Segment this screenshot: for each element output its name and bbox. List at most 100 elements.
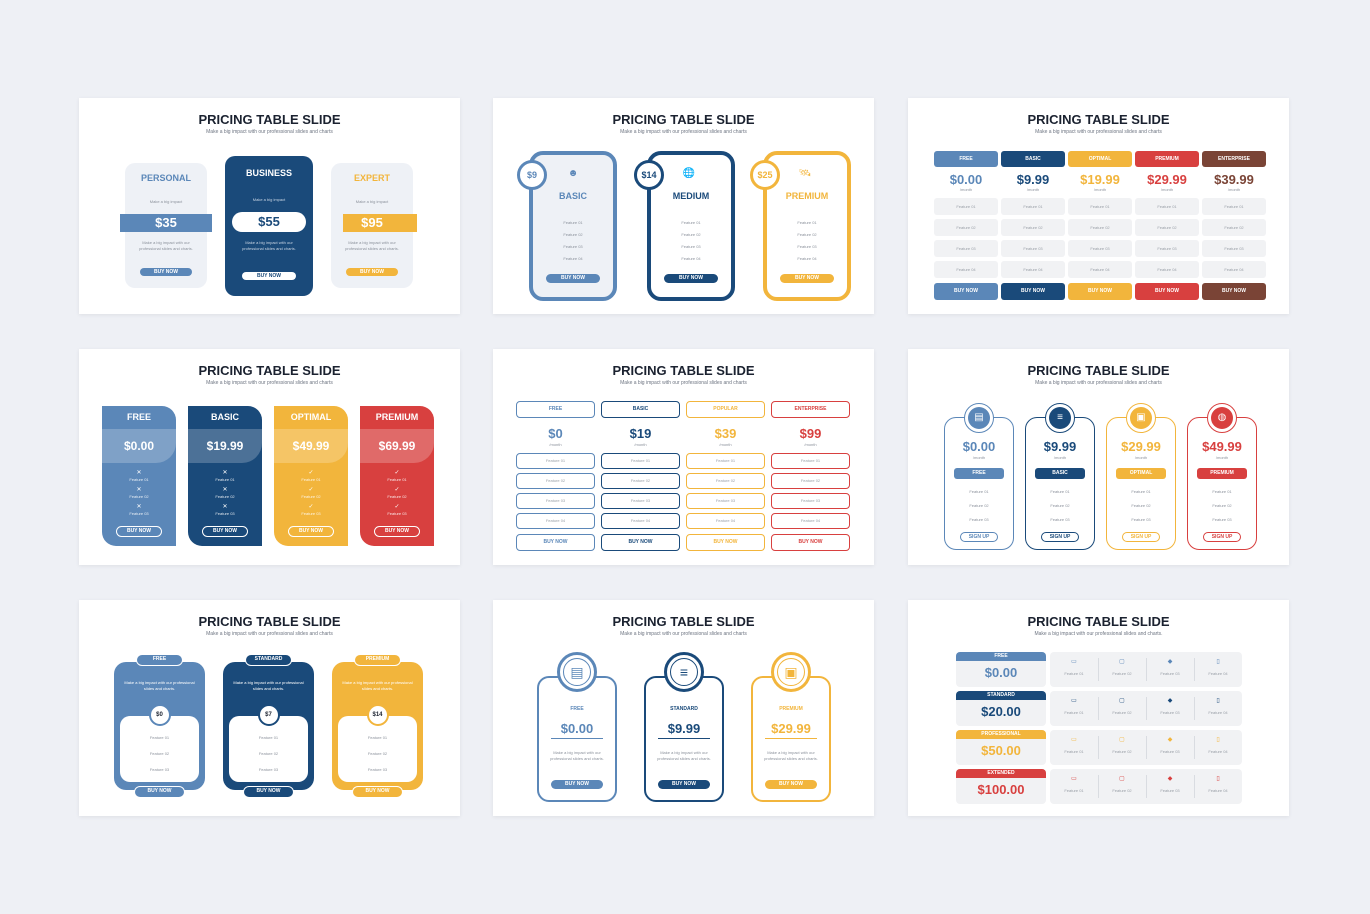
plan-header: BASIC	[601, 401, 680, 418]
monitor-icon: ▢	[1119, 659, 1125, 665]
buy-now-button[interactable]: BUY NOW	[1202, 283, 1266, 300]
buy-now-button[interactable]: BUY NOW	[516, 534, 595, 551]
plan-header: OPTIMAL	[1068, 151, 1132, 167]
buy-now-button[interactable]: BUY NOW	[134, 786, 185, 798]
feature-cell: Feature 02	[934, 219, 998, 236]
plan-price: $0.00	[949, 172, 983, 187]
sign-up-button[interactable]: SIGN UP	[960, 532, 998, 542]
buy-now-button[interactable]: BUY NOW	[664, 274, 718, 283]
slide-8[interactable]: PRICING TABLE SLIDE Make a big impact wi…	[493, 600, 874, 816]
buy-now-button[interactable]: BUY NOW	[288, 526, 334, 537]
plan-price: $19.99	[1080, 172, 1120, 187]
divider	[1098, 658, 1099, 681]
feature-item: Feature 03	[797, 244, 817, 249]
slide-5[interactable]: PRICING TABLE SLIDE Make a big impact wi…	[493, 349, 874, 565]
plan-period: /month	[634, 442, 647, 447]
plan-header: FREE	[516, 401, 595, 418]
gem-icon: ◆	[1167, 776, 1173, 782]
plan-price: $20.00	[981, 704, 1021, 719]
buy-now-button[interactable]: BUY NOW	[374, 526, 420, 537]
buy-now-button[interactable]: BUY NOW	[686, 534, 765, 551]
buy-now-button[interactable]: BUY NOW	[658, 780, 710, 789]
feature-item: Feature 03	[129, 511, 149, 516]
plan-price: $9.99	[1016, 172, 1050, 187]
feature-item: Feature 03	[1212, 517, 1232, 522]
buy-now-button[interactable]: BUY NOW	[601, 534, 680, 551]
plan-text: Make a big impact with our professional …	[345, 240, 399, 251]
plan-name: PREMIUM	[354, 654, 401, 666]
buy-now-button[interactable]: BUY NOW	[551, 780, 603, 789]
slide-7[interactable]: PRICING TABLE SLIDE Make a big impact wi…	[79, 600, 460, 816]
slide-subtitle: Make a big impact with our professional …	[1034, 631, 1163, 637]
sign-up-button[interactable]: SIGN UP	[1122, 532, 1160, 542]
plan-price: $29.99	[1147, 172, 1187, 187]
plan-text: Make a big impact with our professional …	[242, 240, 296, 251]
plan-price: $100.00	[977, 782, 1025, 797]
buy-now-button[interactable]: BUY NOW	[546, 274, 600, 283]
buy-now-button[interactable]: BUY NOW	[346, 268, 398, 276]
pricing-card	[102, 406, 176, 546]
monitor-icon: ▢	[1119, 698, 1125, 704]
plan-name: STANDARD	[670, 706, 698, 712]
slide-title: PRICING TABLE SLIDE	[612, 112, 755, 127]
buy-now-button[interactable]: BUY NOW	[1001, 283, 1065, 300]
plan-header: FREE	[934, 151, 998, 167]
user-icon: ☻	[567, 167, 579, 179]
slide-9[interactable]: PRICING TABLE SLIDE Make a big impact wi…	[908, 600, 1289, 816]
feature-cell: Feature 04	[686, 513, 765, 529]
file-icon: ▭	[1071, 776, 1077, 782]
buy-now-button[interactable]: BUY NOW	[1068, 283, 1132, 300]
buy-now-button[interactable]: BUY NOW	[765, 780, 817, 789]
slide-6[interactable]: PRICING TABLE SLIDE Make a big impact wi…	[908, 349, 1289, 565]
plan-text: Make a big impact with our professional …	[764, 750, 818, 761]
cross-icon: ✕	[222, 470, 228, 476]
slide-1[interactable]: PRICING TABLE SLIDE Make a big impact wi…	[79, 98, 460, 314]
buy-now-button[interactable]: BUY NOW	[140, 268, 192, 276]
feature-item: Feature 02	[563, 232, 583, 237]
feature-cell: Feature 03	[686, 493, 765, 509]
pricing-card	[188, 406, 262, 546]
buy-now-button[interactable]: BUY NOW	[352, 786, 403, 798]
price-circle: $14	[634, 160, 664, 190]
plan-period: /month	[972, 455, 986, 460]
buy-now-button[interactable]: BUY NOW	[780, 274, 834, 283]
divider	[1194, 658, 1195, 681]
divider	[658, 738, 710, 739]
box-icon: ▣	[1130, 407, 1152, 429]
satellite-icon: 🛰	[798, 167, 812, 179]
feature-item: Feature 01	[387, 477, 407, 482]
buy-now-button[interactable]: BUY NOW	[243, 786, 294, 798]
feature-cell: Feature 04	[1001, 261, 1065, 278]
plan-name: STANDARD	[245, 654, 292, 666]
buy-now-button[interactable]: BUY NOW	[242, 272, 296, 280]
pricing-card	[1187, 417, 1257, 550]
server-icon: ▤	[563, 658, 591, 686]
slide-4[interactable]: PRICING TABLE SLIDE Make a big impact wi…	[79, 349, 460, 565]
slide-title: PRICING TABLE SLIDE	[198, 614, 341, 629]
sign-up-button[interactable]: SIGN UP	[1041, 532, 1079, 542]
slide-3[interactable]: PRICING TABLE SLIDE Make a big impact wi…	[908, 98, 1289, 314]
feature-cell: Feature 01	[686, 453, 765, 469]
slide-2[interactable]: PRICING TABLE SLIDE Make a big impact wi…	[493, 98, 874, 314]
feature-item: Feature 04	[1208, 710, 1228, 715]
feature-item: Feature 03	[681, 244, 701, 249]
slide-title: PRICING TABLE SLIDE	[1027, 614, 1170, 629]
buy-now-button[interactable]: BUY NOW	[202, 526, 248, 537]
feature-cell: Feature 03	[1135, 240, 1199, 257]
buy-now-button[interactable]: BUY NOW	[116, 526, 162, 537]
plan-name: BUSINESS	[245, 168, 292, 178]
plan-price: $55	[258, 214, 280, 229]
divider	[551, 738, 603, 739]
check-icon: ✓	[308, 470, 314, 476]
monitor-icon: ▢	[1119, 737, 1125, 743]
plan-name: OPTIMAL	[1116, 468, 1166, 479]
price-circle: $7	[257, 704, 280, 726]
plan-name: FREE	[570, 706, 584, 712]
feature-item: Feature 03	[149, 767, 170, 772]
sign-up-button[interactable]: SIGN UP	[1203, 532, 1241, 542]
buy-now-button[interactable]: BUY NOW	[771, 534, 850, 551]
check-icon: ✓	[394, 487, 400, 493]
book-icon: ▯	[1216, 659, 1220, 665]
buy-now-button[interactable]: BUY NOW	[934, 283, 998, 300]
buy-now-button[interactable]: BUY NOW	[1135, 283, 1199, 300]
